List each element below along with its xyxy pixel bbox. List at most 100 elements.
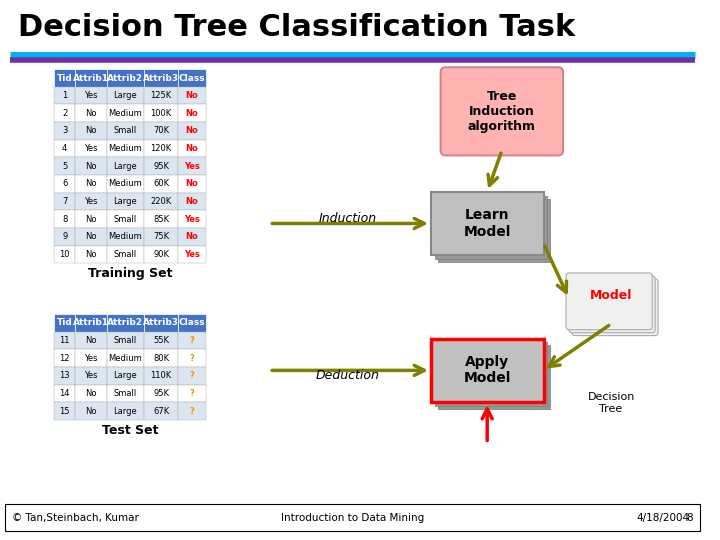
FancyBboxPatch shape [107,314,144,332]
Text: Yes: Yes [84,144,98,153]
Text: 6: 6 [62,179,68,188]
Text: Introduction to Data Mining: Introduction to Data Mining [281,513,424,523]
Text: ?: ? [189,372,194,380]
FancyBboxPatch shape [566,273,652,330]
FancyBboxPatch shape [179,332,206,349]
Text: Learn
Model: Learn Model [464,208,511,239]
FancyBboxPatch shape [76,105,107,122]
FancyBboxPatch shape [76,87,107,105]
FancyBboxPatch shape [54,140,76,157]
Text: ?: ? [189,407,194,415]
FancyBboxPatch shape [144,402,179,420]
Text: No: No [86,179,96,188]
FancyBboxPatch shape [179,193,206,210]
FancyBboxPatch shape [76,402,107,420]
FancyBboxPatch shape [179,210,206,228]
Text: Class: Class [179,73,205,83]
FancyBboxPatch shape [107,193,144,210]
FancyBboxPatch shape [107,157,144,175]
Text: No: No [86,250,96,259]
FancyBboxPatch shape [76,314,107,332]
FancyBboxPatch shape [107,384,144,402]
Text: Apply
Model: Apply Model [464,355,511,386]
Text: ?: ? [189,336,194,345]
Text: No: No [186,109,198,118]
Text: Test Set: Test Set [102,424,158,437]
Text: Small: Small [114,214,137,224]
Text: Yes: Yes [84,197,98,206]
FancyBboxPatch shape [107,87,144,105]
FancyBboxPatch shape [76,157,107,175]
Bar [431,192,544,255]
Text: Medium: Medium [109,232,143,241]
Text: 55K: 55K [153,336,169,345]
Text: 100K: 100K [150,109,171,118]
Text: No: No [86,161,96,171]
FancyBboxPatch shape [179,105,206,122]
FancyBboxPatch shape [144,332,179,349]
FancyBboxPatch shape [179,122,206,140]
Text: 4/18/2004: 4/18/2004 [636,513,690,523]
FancyBboxPatch shape [144,193,179,210]
Text: Yes: Yes [184,161,200,171]
Text: 9: 9 [62,232,67,241]
FancyBboxPatch shape [76,193,107,210]
Text: Large: Large [114,372,138,380]
Text: Yes: Yes [84,372,98,380]
FancyBboxPatch shape [144,87,179,105]
FancyBboxPatch shape [54,175,76,193]
Bar [438,346,550,409]
Text: 15: 15 [59,407,70,415]
FancyBboxPatch shape [76,140,107,157]
FancyBboxPatch shape [179,384,206,402]
FancyBboxPatch shape [107,228,144,246]
FancyBboxPatch shape [54,332,76,349]
FancyBboxPatch shape [144,140,179,157]
Text: No: No [86,126,96,136]
Text: No: No [86,407,96,415]
FancyBboxPatch shape [54,402,76,420]
Text: Training Set: Training Set [88,267,172,280]
Text: No: No [186,179,198,188]
FancyBboxPatch shape [76,210,107,228]
FancyBboxPatch shape [179,228,206,246]
Text: Small: Small [114,389,137,398]
FancyBboxPatch shape [107,349,144,367]
Text: 3: 3 [62,126,68,136]
FancyBboxPatch shape [179,87,206,105]
FancyBboxPatch shape [54,193,76,210]
Text: 90K: 90K [153,250,169,259]
Text: 120K: 120K [150,144,171,153]
FancyBboxPatch shape [76,69,107,87]
FancyBboxPatch shape [179,367,206,384]
FancyBboxPatch shape [144,384,179,402]
Bar [431,339,544,402]
Text: 70K: 70K [153,126,169,136]
FancyBboxPatch shape [107,402,144,420]
FancyBboxPatch shape [76,332,107,349]
FancyBboxPatch shape [179,175,206,193]
Text: No: No [86,389,96,398]
FancyBboxPatch shape [144,210,179,228]
Text: Attrib2: Attrib2 [107,73,143,83]
FancyBboxPatch shape [54,384,76,402]
FancyBboxPatch shape [179,314,206,332]
Text: 14: 14 [59,389,70,398]
FancyBboxPatch shape [54,228,76,246]
Text: ?: ? [189,354,194,363]
Text: Attrib3: Attrib3 [143,73,179,83]
FancyBboxPatch shape [179,246,206,263]
Text: Large: Large [114,197,138,206]
Text: 75K: 75K [153,232,169,241]
Text: 67K: 67K [153,407,169,415]
Bar [438,199,550,262]
FancyBboxPatch shape [76,349,107,367]
Text: Decision Tree Classification Task: Decision Tree Classification Task [17,14,575,43]
Text: 7: 7 [62,197,68,206]
Text: 95K: 95K [153,161,169,171]
Text: 12: 12 [59,354,70,363]
Text: Yes: Yes [84,91,98,100]
FancyBboxPatch shape [76,175,107,193]
FancyBboxPatch shape [54,210,76,228]
FancyBboxPatch shape [54,157,76,175]
